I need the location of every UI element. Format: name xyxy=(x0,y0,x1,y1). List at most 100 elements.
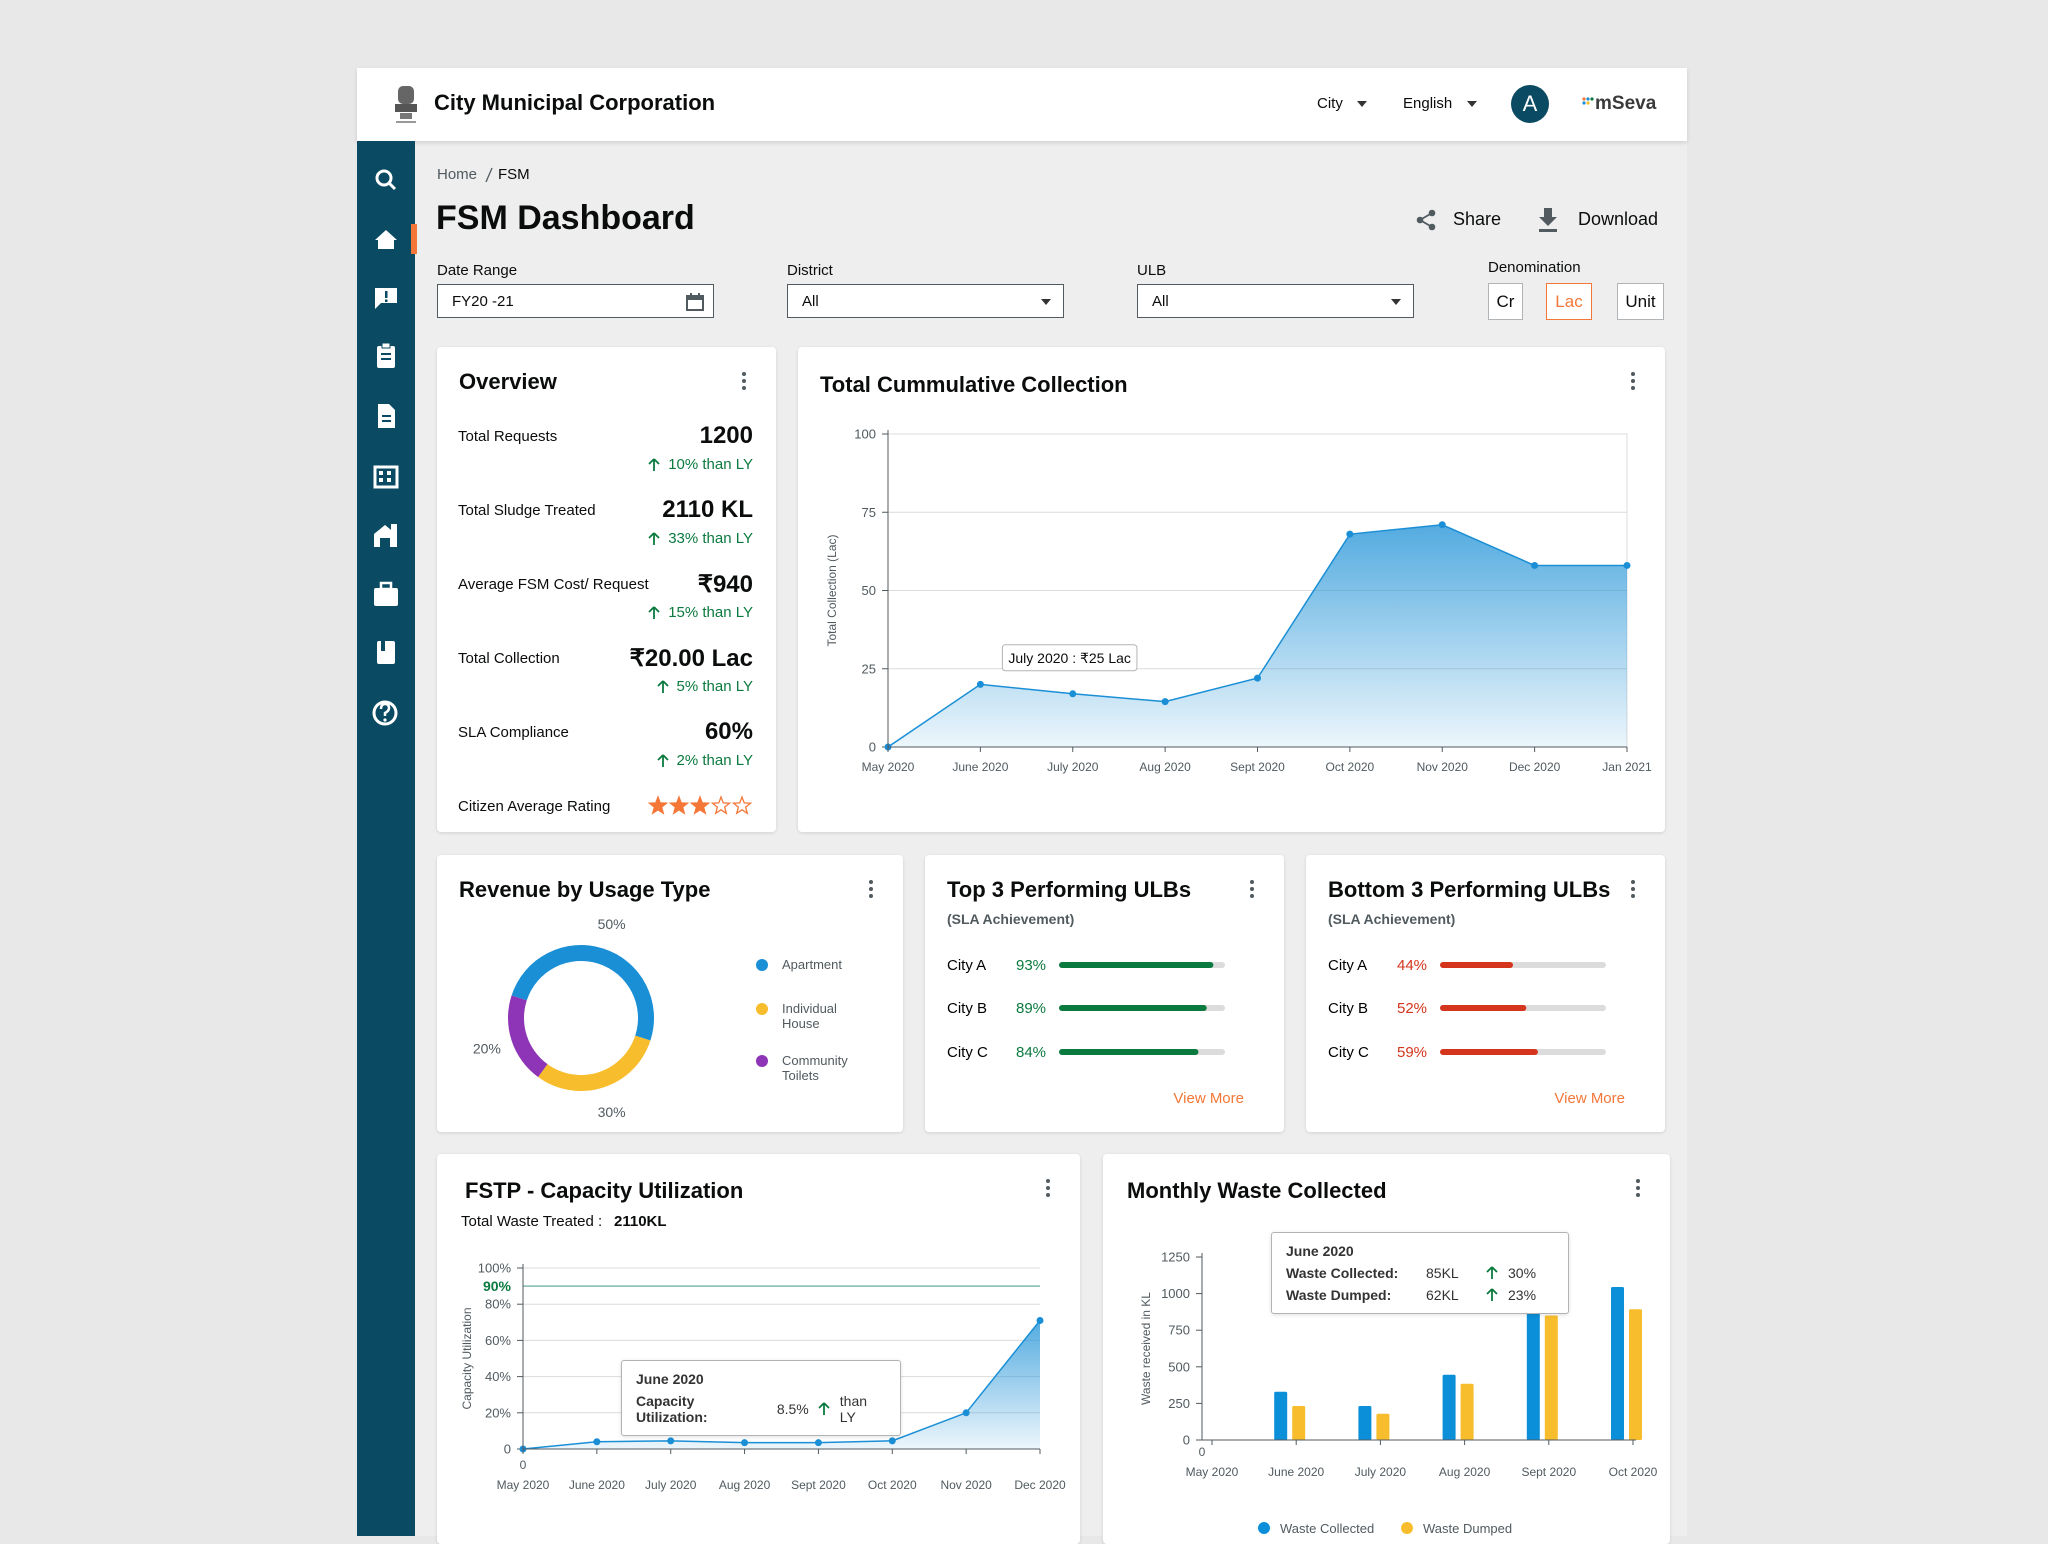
view-more-link[interactable]: View More xyxy=(1173,1090,1244,1107)
chart-card: Top 3 Performing ULBs (SLA Achievement) … xyxy=(925,855,1284,1132)
card-title: Total Cummulative Collection xyxy=(820,372,1128,397)
x-origin-label: 0 xyxy=(1199,1445,1206,1459)
metric-change: 10% than LY xyxy=(648,456,753,473)
row-label: City A xyxy=(1328,957,1367,974)
annotation: July 2020 : ₹25 Lac xyxy=(1008,650,1131,666)
card-subtitle: (SLA Achievement) xyxy=(947,911,1075,927)
line xyxy=(522,1320,1041,1450)
y-tick-label: 80% xyxy=(485,1297,511,1312)
more-menu[interactable] xyxy=(1629,371,1637,391)
x-tick-label: Nov 2020 xyxy=(940,1478,992,1492)
tooltip-value: 8.5% xyxy=(776,1401,809,1417)
bar xyxy=(1611,1287,1624,1440)
x-tick-label: Oct 2020 xyxy=(1326,760,1375,774)
x-tick-label: Dec 2020 xyxy=(1509,760,1561,774)
y-tick-label: 750 xyxy=(1168,1323,1190,1338)
chart-card: Revenue by Usage Type 50% 30% 20% Apartment… xyxy=(437,855,903,1132)
data-point xyxy=(976,680,984,688)
x-tick-label: Nov 2020 xyxy=(1417,760,1469,774)
y-tick-label: 0 xyxy=(869,740,876,755)
denomination-option[interactable]: Lac xyxy=(1546,283,1592,320)
arrow-shape xyxy=(648,605,660,619)
tooltip-label: Waste Dumped: xyxy=(1286,1287,1392,1303)
tooltip-row: Capacity Utilization: 8.5% than LY xyxy=(636,1393,886,1425)
tooltip-value: 85KL xyxy=(1426,1265,1459,1281)
chart-card: FSTP - Capacity Utilization Total Waste … xyxy=(437,1154,1080,1544)
bar xyxy=(1460,1383,1474,1440)
row-label: City C xyxy=(947,1044,988,1061)
share-button[interactable]: Share xyxy=(1453,209,1502,229)
more-menu[interactable] xyxy=(1634,1178,1642,1198)
more-menu[interactable] xyxy=(1044,1178,1052,1198)
district-select[interactable]: All xyxy=(787,284,1064,318)
y-tick-label: 0 xyxy=(1183,1433,1190,1448)
x-tick-label: June 2020 xyxy=(1268,1465,1324,1479)
rating-stars xyxy=(648,795,753,815)
dropdown-arrow xyxy=(1357,101,1367,107)
date-input[interactable]: FY20 -21 xyxy=(437,284,714,318)
arrow-up-icon xyxy=(656,753,669,767)
row-label: City C xyxy=(1328,1044,1369,1061)
breadcrumb-current: FSM xyxy=(498,166,530,183)
menu-dot xyxy=(742,372,746,376)
arrow-up-icon xyxy=(648,605,660,619)
x-tick-label: Oct 2020 xyxy=(1609,1465,1658,1479)
denomination-option[interactable]: Unit xyxy=(1617,283,1664,320)
legend-label: Waste Collected xyxy=(1280,1521,1374,1536)
download-button[interactable]: Download xyxy=(1578,209,1659,229)
more-menu[interactable] xyxy=(1629,879,1637,899)
arrow-shape xyxy=(818,1402,830,1415)
card-title: Top 3 Performing ULBs xyxy=(947,877,1192,902)
star-empty xyxy=(731,795,753,815)
download-icon[interactable] xyxy=(1537,207,1559,233)
menu-dot xyxy=(1636,1179,1640,1183)
metric-value: 60% xyxy=(704,718,753,745)
ulb-select[interactable]: All xyxy=(1137,284,1414,318)
arrow-up-icon xyxy=(1486,1288,1498,1301)
tooltip-label: Waste Collected: xyxy=(1286,1265,1399,1281)
emblem xyxy=(395,86,417,123)
metric-label: Total Sludge Treated xyxy=(458,502,596,519)
star-empty xyxy=(710,795,732,815)
legend-marker xyxy=(756,959,768,971)
segment-label: 50% xyxy=(598,916,626,932)
share-icon[interactable] xyxy=(1415,209,1437,231)
denomination-option[interactable]: Cr xyxy=(1488,283,1523,320)
chart-canvas: City A 44% City B 52% City C 59% View More xyxy=(1328,957,1625,1107)
x-tick-label: June 2020 xyxy=(952,760,1008,774)
x-tick-label: Oct 2020 xyxy=(868,1478,917,1492)
more-menu[interactable] xyxy=(740,371,748,391)
breadcrumb-home[interactable]: Home xyxy=(437,166,478,183)
data-point xyxy=(1531,561,1539,569)
data-point xyxy=(814,1439,822,1447)
metric-value: ₹20.00 Lac xyxy=(629,645,753,672)
x-tick-label: Sept 2020 xyxy=(791,1478,846,1492)
change-text: 5% than LY xyxy=(676,678,753,695)
metric-label: Total Collection xyxy=(458,650,560,667)
data-point xyxy=(1161,698,1169,706)
metric-value: 1200 xyxy=(699,422,753,449)
district-value: All xyxy=(802,293,819,310)
more-menu[interactable] xyxy=(867,879,875,899)
filter-label: ULB xyxy=(1137,262,1167,279)
donut-segment xyxy=(511,945,654,1041)
avatar[interactable]: A xyxy=(1511,85,1549,123)
legend-label: Community Toilets xyxy=(782,1053,848,1083)
city-select[interactable]: City xyxy=(1317,95,1343,112)
view-more-link[interactable]: View More xyxy=(1554,1090,1625,1107)
y-tick-label: 75 xyxy=(862,505,876,520)
card-title: Bottom 3 Performing ULBs xyxy=(1328,877,1611,902)
more-menu[interactable] xyxy=(1248,879,1256,899)
value-label: 89% xyxy=(1016,1000,1046,1017)
y-tick-label: 40% xyxy=(485,1369,511,1384)
y-tick-label: 100% xyxy=(478,1261,512,1276)
metric-change: 33% than LY xyxy=(648,530,753,547)
menu-dot xyxy=(1636,1186,1640,1190)
bar xyxy=(1358,1406,1372,1440)
language-select[interactable]: English xyxy=(1403,95,1453,112)
menu-dot xyxy=(1631,386,1635,390)
tooltip-title: June 2020 xyxy=(1286,1243,1354,1259)
tooltip-title: June 2020 xyxy=(636,1371,704,1387)
bar xyxy=(1059,1049,1199,1055)
legend-marker xyxy=(756,1055,768,1067)
